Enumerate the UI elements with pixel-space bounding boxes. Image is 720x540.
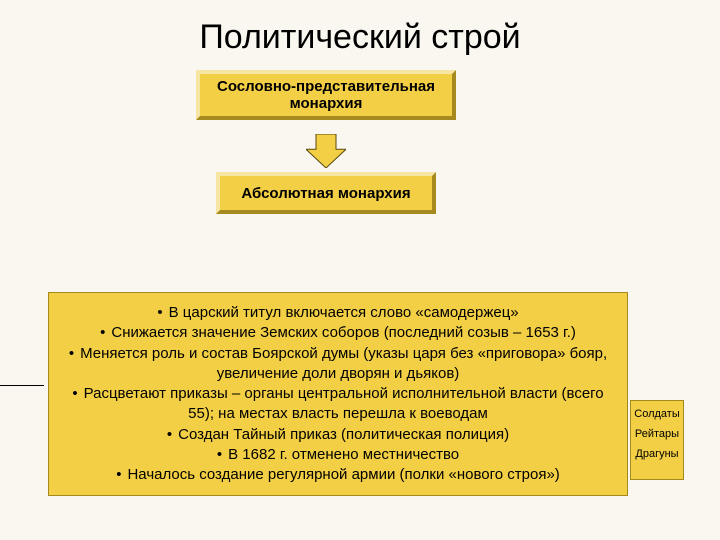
- side-box-troops: СолдатыРейтарыДрагуны: [630, 400, 684, 480]
- bullet-item: • Началось создание регулярной армии (пол…: [59, 465, 617, 485]
- box-estate-monarchy: Сословно-представительная монархия: [196, 70, 456, 120]
- bullet-item: • В 1682 г. отменено местничество: [59, 445, 617, 465]
- bullet-item: • Создан Тайный приказ (политическая поли…: [59, 425, 617, 445]
- box-estate-monarchy-label: Сословно-представительная монархия: [208, 78, 444, 112]
- bullet-dot-icon: •: [72, 385, 77, 402]
- bullet-dot-icon: •: [69, 345, 74, 362]
- bullet-text: Началось создание регулярной армии (полк…: [127, 466, 559, 483]
- bullet-dot-icon: •: [167, 426, 172, 443]
- bullet-item: • Расцветают приказы – органы центральной…: [59, 384, 617, 425]
- side-box-line: Драгуны: [633, 445, 681, 465]
- bullet-dot-icon: •: [116, 466, 121, 483]
- left-connector-stub: [0, 385, 44, 386]
- bullet-item: • Меняется роль и состав Боярской думы (у…: [59, 344, 617, 385]
- bullet-dot-icon: •: [100, 324, 105, 341]
- bullet-text: Меняется роль и состав Боярской думы (ук…: [80, 345, 607, 382]
- bullets-box: • В царский титул включается слово «самод…: [48, 292, 628, 496]
- side-box-line: Рейтары: [633, 425, 681, 445]
- bullet-text: В 1682 г. отменено местничество: [228, 446, 459, 463]
- bullet-item: • Снижается значение Земских соборов (пос…: [59, 323, 617, 343]
- bullet-dot-icon: •: [217, 446, 222, 463]
- box-absolute-monarchy: Абсолютная монархия: [216, 172, 436, 214]
- arrow-down-icon: [306, 134, 346, 168]
- box-absolute-monarchy-label: Абсолютная монархия: [241, 185, 410, 202]
- bullet-text: В царский титул включается слово «самоде…: [169, 304, 519, 321]
- bullet-item: • В царский титул включается слово «самод…: [59, 303, 617, 323]
- arrow-down: [306, 134, 346, 168]
- bullet-text: Создан Тайный приказ (политическая полиц…: [178, 426, 509, 443]
- page-title: Политический строй: [0, 0, 720, 67]
- bullet-text: Снижается значение Земских соборов (посл…: [111, 324, 575, 341]
- bullet-dot-icon: •: [157, 304, 162, 321]
- bullet-text: Расцветают приказы – органы центральной …: [84, 385, 604, 422]
- side-box-line: Солдаты: [633, 405, 681, 425]
